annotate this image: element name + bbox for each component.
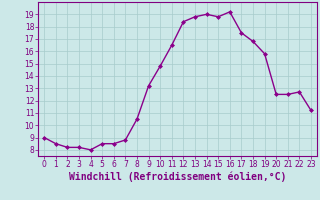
X-axis label: Windchill (Refroidissement éolien,°C): Windchill (Refroidissement éolien,°C) xyxy=(69,172,286,182)
